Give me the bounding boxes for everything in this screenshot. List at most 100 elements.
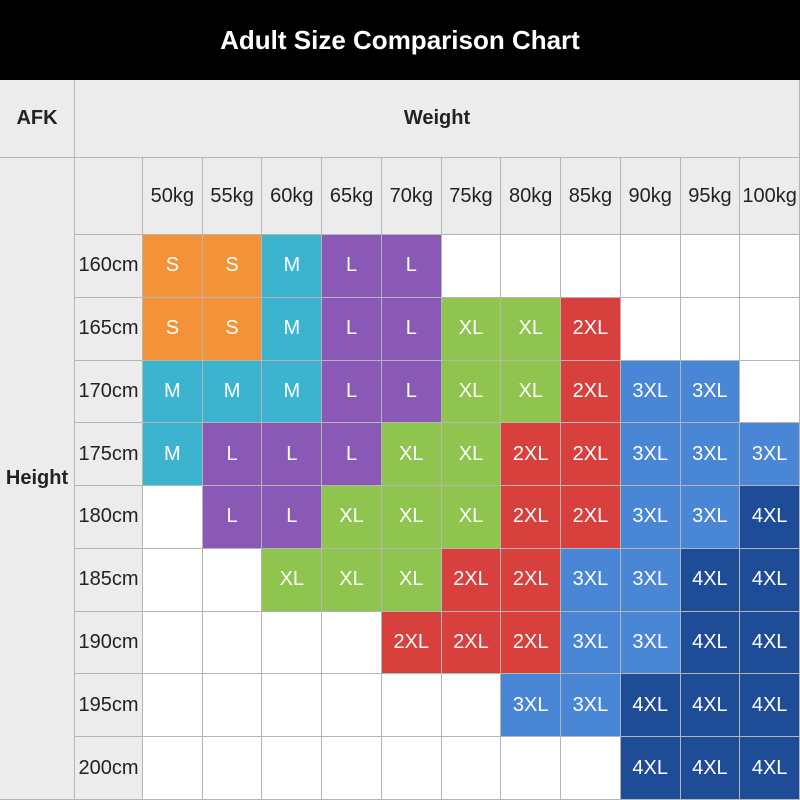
empty-cell (501, 737, 562, 800)
size-cell: 3XL (620, 360, 681, 424)
weight-label: 85kg (561, 158, 621, 235)
size-cell: L (381, 235, 442, 298)
height-header: Height (0, 158, 75, 800)
size-cell: 3XL (620, 611, 681, 675)
size-cell: 4XL (620, 674, 681, 738)
empty-cell (501, 235, 562, 298)
size-cell: 3XL (680, 360, 741, 424)
size-cell: L (381, 297, 442, 361)
size-cell: 2XL (561, 297, 621, 361)
empty-cell (143, 611, 203, 675)
size-cell: 3XL (680, 486, 741, 549)
size-cell: XL (262, 548, 323, 612)
size-cell: S (143, 235, 203, 298)
size-cell: 2XL (501, 548, 562, 612)
empty-cell (441, 737, 502, 800)
empty-cell (143, 548, 203, 612)
empty-cell (740, 297, 800, 361)
height-label: 190cm (75, 611, 143, 675)
empty-cell (262, 674, 323, 738)
height-label: 165cm (75, 297, 143, 361)
size-cell: S (202, 297, 263, 361)
height-label: 185cm (75, 548, 143, 612)
empty-cell (441, 235, 502, 298)
weight-label: 65kg (322, 158, 382, 235)
size-cell: M (262, 297, 323, 361)
weight-label: 80kg (501, 158, 562, 235)
size-cell: XL (322, 486, 382, 549)
height-label: 195cm (75, 674, 143, 738)
size-cell: 4XL (680, 737, 741, 800)
size-cell: XL (381, 423, 442, 487)
size-cell: 3XL (501, 674, 562, 738)
size-cell: 3XL (561, 611, 621, 675)
size-cell: L (202, 486, 263, 549)
weight-label: 50kg (143, 158, 203, 235)
size-cell: 2XL (561, 486, 621, 549)
size-cell: 3XL (620, 423, 681, 487)
empty-cell (620, 235, 681, 298)
empty-cell (143, 486, 203, 549)
size-cell: L (202, 423, 263, 487)
empty-cell (680, 235, 741, 298)
corner-label: AFK (0, 80, 75, 158)
size-cell: L (262, 486, 323, 549)
size-cell: 4XL (680, 674, 741, 738)
empty-cell (441, 674, 502, 738)
size-cell: XL (441, 423, 502, 487)
size-cell: M (202, 360, 263, 424)
empty-cell (561, 235, 621, 298)
weight-header: Weight (75, 80, 800, 158)
blank-cell (75, 158, 143, 235)
size-cell: 3XL (620, 548, 681, 612)
empty-cell (262, 737, 323, 800)
weight-label: 90kg (620, 158, 681, 235)
size-cell: XL (441, 486, 502, 549)
empty-cell (322, 674, 382, 738)
empty-cell (143, 674, 203, 738)
size-cell: 2XL (381, 611, 442, 675)
weight-label: 70kg (381, 158, 442, 235)
empty-cell (322, 737, 382, 800)
size-cell: XL (441, 297, 502, 361)
size-cell: 3XL (680, 423, 741, 487)
empty-cell (202, 674, 263, 738)
height-label: 170cm (75, 360, 143, 424)
empty-cell (322, 611, 382, 675)
height-label: 160cm (75, 235, 143, 298)
size-cell: 4XL (620, 737, 681, 800)
size-cell: 2XL (501, 423, 562, 487)
size-cell: 2XL (501, 486, 562, 549)
empty-cell (561, 737, 621, 800)
size-cell: XL (501, 297, 562, 361)
size-cell: XL (381, 486, 442, 549)
size-cell: 4XL (680, 611, 741, 675)
empty-cell (143, 737, 203, 800)
size-cell: M (143, 423, 203, 487)
size-cell: 2XL (501, 611, 562, 675)
size-cell: 4XL (740, 674, 800, 738)
size-cell: M (262, 360, 323, 424)
size-cell: 2XL (561, 423, 621, 487)
height-label: 175cm (75, 423, 143, 487)
size-cell: 2XL (441, 548, 502, 612)
size-cell: XL (381, 548, 442, 612)
size-cell: M (262, 235, 323, 298)
size-cell: L (322, 360, 382, 424)
size-cell: S (202, 235, 263, 298)
size-cell: 3XL (740, 423, 800, 487)
empty-cell (740, 360, 800, 424)
size-cell: 3XL (620, 486, 681, 549)
size-cell: 4XL (740, 548, 800, 612)
empty-cell (740, 235, 800, 298)
empty-cell (202, 737, 263, 800)
weight-label: 60kg (262, 158, 323, 235)
empty-cell (262, 611, 323, 675)
size-cell: 4XL (740, 737, 800, 800)
size-cell: XL (501, 360, 562, 424)
size-cell: XL (322, 548, 382, 612)
empty-cell (202, 611, 263, 675)
size-cell: S (143, 297, 203, 361)
size-cell: M (143, 360, 203, 424)
